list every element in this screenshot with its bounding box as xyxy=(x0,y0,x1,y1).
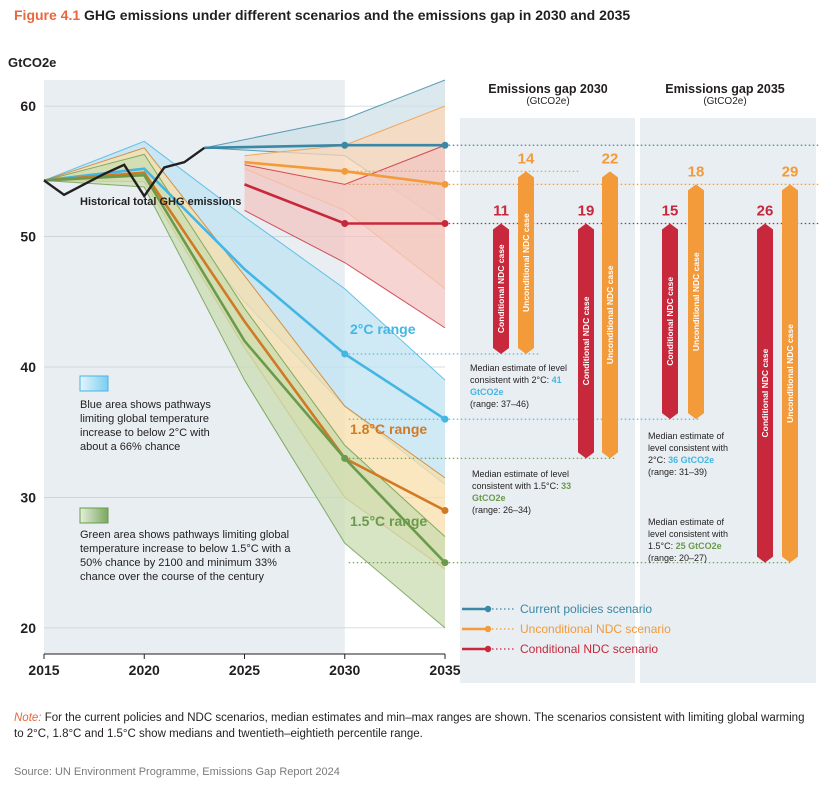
band-edge-high-one_eight_c xyxy=(43,147,446,479)
blue-area-legend-text: Blue area shows pathways limiting global… xyxy=(80,399,211,453)
annotation-2030-15c-text: Median estimate of level consistent with… xyxy=(472,469,570,491)
range-label-2c: 2°C range xyxy=(350,321,416,337)
median-point-2030-one_five_c xyxy=(341,454,349,462)
band-edge-low-conditional xyxy=(244,210,446,329)
gap-case-label-2035: Conditional NDC case xyxy=(760,348,770,437)
figure-title: Figure 4.1 GHG emissions under different… xyxy=(14,7,630,23)
annotation-2030-2c: Median estimate of level consistent with… xyxy=(470,362,570,410)
gap-case-label-2035: Unconditional NDC case xyxy=(785,324,795,423)
gap-bar-2030 xyxy=(602,171,618,459)
figure-note: Note: For the current policies and NDC s… xyxy=(14,710,814,742)
gap-case-label-2030: Unconditional NDC case xyxy=(605,265,615,364)
median-point-2035-one_eight_c xyxy=(441,507,449,514)
legend-unconditional-ndc: Unconditional NDC scenario xyxy=(520,622,671,636)
annotation-2030-15c-range: (range: 26–34) xyxy=(472,505,532,515)
green-area-swatch xyxy=(79,507,109,524)
gap-2030-unit: (GtCO2e) xyxy=(526,96,570,107)
band-one_five_c xyxy=(44,154,445,628)
annotation-2030-15c-value: 33 GtCO2e xyxy=(472,481,572,503)
gap-2035-header: Emissions gap 2035 (GtCO2e) xyxy=(642,82,808,107)
gap-case-label-2030: Conditional NDC case xyxy=(496,244,506,333)
annotation-2035-15c-range: (range: 20–27) xyxy=(648,553,708,563)
legend-dot xyxy=(484,645,492,653)
gap-value-2035: 26 xyxy=(757,203,774,220)
annotation-2030-2c-text: Median estimate of level consistent with… xyxy=(470,363,568,385)
gap-value-2030: 19 xyxy=(578,203,595,220)
x-tick-label: 2020 xyxy=(129,662,160,678)
legend-conditional-ndc: Conditional NDC scenario xyxy=(520,642,659,656)
median-point-2030-unconditional xyxy=(341,167,349,175)
historical-line xyxy=(43,146,206,199)
gap-case-label-2035: Unconditional NDC case xyxy=(691,252,701,351)
annotation-2030-2c-range: (range: 37–46) xyxy=(470,399,530,409)
y-tick-label: 40 xyxy=(20,359,36,375)
x-tick-label: 2030 xyxy=(329,662,360,678)
y-axis-label: GtCO2e xyxy=(8,55,56,70)
gap-2030-title: Emissions gap 2030 xyxy=(488,82,608,96)
note-text: For the current policies and NDC scenari… xyxy=(14,712,805,740)
gap-value-2030: 22 xyxy=(602,150,619,167)
gap-case-label-2030: Conditional NDC case xyxy=(581,296,591,385)
gap-bar-2035 xyxy=(662,223,678,420)
gap-bar-2030 xyxy=(493,223,509,354)
note-label: Note: xyxy=(14,712,42,724)
y-tick-label: 30 xyxy=(20,489,36,505)
blue-area-swatch xyxy=(79,375,109,392)
gap-value-2030: 14 xyxy=(518,150,535,167)
legend-dot xyxy=(484,605,492,613)
annotation-2035-15c: Median estimate of level consistent with… xyxy=(648,516,744,564)
y-tick-label: 20 xyxy=(20,620,36,636)
gap-bar-2035 xyxy=(688,184,704,420)
annotation-2035-2c: Median estimate of level consistent with… xyxy=(648,430,744,478)
gap-value-2030: 11 xyxy=(493,203,509,220)
gap-2030-header: Emissions gap 2030 (GtCO2e) xyxy=(470,82,626,107)
figure-number: Figure 4.1 xyxy=(14,7,81,23)
annotation-2030-15c: Median estimate of level consistent with… xyxy=(472,468,572,516)
x-tick-label: 2035 xyxy=(429,662,460,678)
gap-bar-2030 xyxy=(578,223,594,459)
gap-value-2035: 29 xyxy=(782,163,799,180)
historical-label: Historical total GHG emissions xyxy=(80,196,241,208)
annotation-2035-2c-text: Median estimate of level consistent with… xyxy=(648,431,729,465)
band-edge-high-two_c xyxy=(43,140,446,381)
gap-bar-2035 xyxy=(757,223,773,563)
gap-case-label-2030: Unconditional NDC case xyxy=(521,213,531,312)
x-tick-label: 2015 xyxy=(28,662,59,678)
band-edge-high-current xyxy=(204,79,446,149)
band-two_c xyxy=(44,141,445,485)
gap-2035-title: Emissions gap 2035 xyxy=(665,82,785,96)
figure-source: Source: UN Environment Programme, Emissi… xyxy=(14,766,340,778)
annotation-2035-15c-text: Median estimate of level consistent with… xyxy=(648,517,729,551)
annotation-2035-2c-range: (range: 31–39) xyxy=(648,467,708,477)
band-conditional xyxy=(244,145,445,328)
range-label-1-5c: 1.5°C range xyxy=(350,513,427,529)
median-point-2030-two_c xyxy=(341,350,349,358)
gap-value-2035: 15 xyxy=(662,203,679,220)
annotation-2035-2c-value: 36 GtCO2e xyxy=(668,455,715,465)
median-line-two_c xyxy=(43,167,446,421)
annotation-2035-15c-value: 25 GtCO2e xyxy=(675,541,722,551)
legend-current-policies: Current policies scenario xyxy=(520,602,653,616)
band-edge-low-one_five_c xyxy=(43,179,446,629)
y-tick-label: 50 xyxy=(20,229,36,245)
band-edge-high-conditional xyxy=(244,144,446,185)
legend-dot xyxy=(484,625,492,633)
x-tick-label: 2025 xyxy=(229,662,260,678)
gap-2035-unit: (GtCO2e) xyxy=(703,96,747,107)
gap-bar-2030 xyxy=(518,171,534,354)
median-point-2030-current xyxy=(341,141,349,149)
median-line-one_five_c xyxy=(43,173,446,564)
median-point-2030-conditional xyxy=(341,220,349,227)
figure-title-text: GHG emissions under different scenarios … xyxy=(84,7,631,23)
range-label-1-8c: 1.8°C range xyxy=(350,421,427,437)
gap-case-label-2035: Conditional NDC case xyxy=(665,277,675,366)
gap-bar-2035 xyxy=(782,184,798,563)
y-tick-label: 60 xyxy=(20,98,36,114)
median-line-one_eight_c xyxy=(43,171,446,512)
annotation-2030-2c-value: 41 GtCO2e xyxy=(470,375,562,397)
green-area-legend-text: Green area shows pathways limiting globa… xyxy=(80,529,291,583)
gap-value-2035: 18 xyxy=(688,163,705,180)
